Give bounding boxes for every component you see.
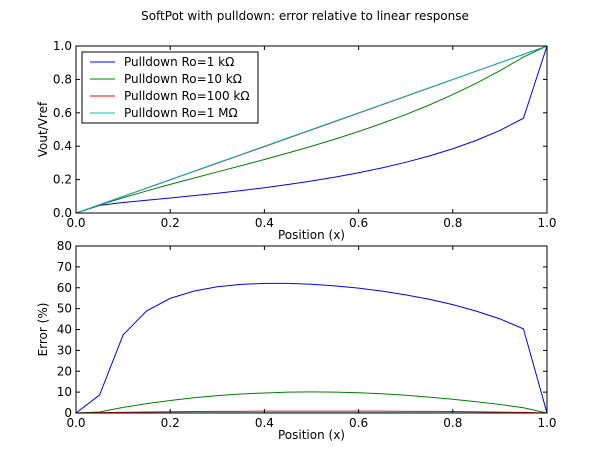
lower-plot-x-tick-label: 1.0 xyxy=(537,416,556,430)
upper-plot-frame xyxy=(75,45,548,214)
lower-plot-y-tick-label: 30 xyxy=(57,343,72,357)
upper-plot-y-tick-label: 0.8 xyxy=(53,72,72,86)
upper-plot-legend: Pulldown Ro=1 kΩ Pulldown Ro=10 kΩ Pulldow… xyxy=(81,51,259,124)
upper-plot-series xyxy=(76,46,547,213)
lower-plot-x-tick-label: 0.2 xyxy=(161,416,180,430)
lower-plot-x-tick-label: 0.0 xyxy=(66,416,85,430)
upper-plot-y-tick-label: 1.0 xyxy=(53,39,72,53)
lower-plot-y-tick-label: 80 xyxy=(57,239,72,253)
legend-frame xyxy=(81,51,259,124)
upper-plot-line-pulldown-ro-1-m xyxy=(76,46,547,213)
upper-plot-y-axis-label: Vout/Vref xyxy=(36,101,50,157)
upper-plot-x-ticks: 0.0 0.2 0.4 0.6 0.8 1.0 xyxy=(66,46,557,230)
figure-title: SoftPot with pulldown: error relative to… xyxy=(141,9,469,23)
upper-plot-y-ticks: 0.0 0.2 0.4 0.6 0.8 1.0 xyxy=(53,39,547,220)
lower-plot-y-tick-label: 10 xyxy=(57,385,72,399)
upper-plot-x-tick-label: 0.8 xyxy=(443,216,462,230)
lower-plot-line-series-2 xyxy=(76,391,547,413)
lower-plot-line-series-3 xyxy=(76,410,547,413)
legend-entry-label: Pulldown Ro=1 MΩ xyxy=(124,106,238,120)
lower-plot-x-tick-label: 0.4 xyxy=(255,416,274,430)
upper-plot-y-tick-label: 0.4 xyxy=(53,139,72,153)
upper-plot-y-tick-label: 0.2 xyxy=(53,173,72,187)
upper-plot-y-tick-label: 0.6 xyxy=(53,106,72,120)
upper-plot-vout-vref: 0.0 0.2 0.4 0.6 0.8 1.0 0.0 0.2 0.4 0.6 0.8 1.0 Po… xyxy=(36,39,557,242)
lower-plot-y-tick-label: 60 xyxy=(57,281,72,295)
lower-plot-x-tick-label: 0.6 xyxy=(349,416,368,430)
upper-plot-x-axis-label: Position (x) xyxy=(278,228,345,242)
upper-plot-x-tick-label: 1.0 xyxy=(537,216,556,230)
lower-plot-line-series-1 xyxy=(76,282,547,413)
upper-plot-y-tick-label: 0.0 xyxy=(53,206,72,220)
lower-plot-y-axis-label: Error (%) xyxy=(36,303,50,357)
upper-plot-x-tick-label: 0.6 xyxy=(349,216,368,230)
lower-plot-error: 0.0 0.2 0.4 0.6 0.8 1.0 0 10 20 30 40 50 60 70 80 Pos… xyxy=(36,239,557,442)
lower-plot-y-tick-label: 0 xyxy=(64,406,72,420)
lower-plot-y-tick-label: 40 xyxy=(57,323,72,337)
upper-plot-line-pulldown-ro-1-k xyxy=(76,46,547,213)
upper-plot-x-tick-label: 0.4 xyxy=(255,216,274,230)
lower-plot-y-tick-label: 70 xyxy=(57,260,72,274)
lower-plot-y-ticks: 0 10 20 30 40 50 60 70 80 xyxy=(57,239,547,420)
upper-plot-x-tick-label: 0.0 xyxy=(66,216,85,230)
lower-plot-x-axis-label: Position (x) xyxy=(278,428,345,442)
lower-plot-y-tick-label: 50 xyxy=(57,302,72,316)
legend-entry-label: Pulldown Ro=10 kΩ xyxy=(124,72,242,86)
lower-plot-x-ticks: 0.0 0.2 0.4 0.6 0.8 1.0 xyxy=(66,246,557,430)
upper-plot-x-tick-label: 0.2 xyxy=(161,216,180,230)
lower-plot-x-tick-label: 0.8 xyxy=(443,416,462,430)
upper-plot-line-pulldown-ro-10-k xyxy=(76,46,547,213)
legend-entry-label: Pulldown Ro=100 kΩ xyxy=(124,89,250,103)
legend-entry-label: Pulldown Ro=1 kΩ xyxy=(124,55,234,69)
lower-plot-y-tick-label: 20 xyxy=(57,364,72,378)
